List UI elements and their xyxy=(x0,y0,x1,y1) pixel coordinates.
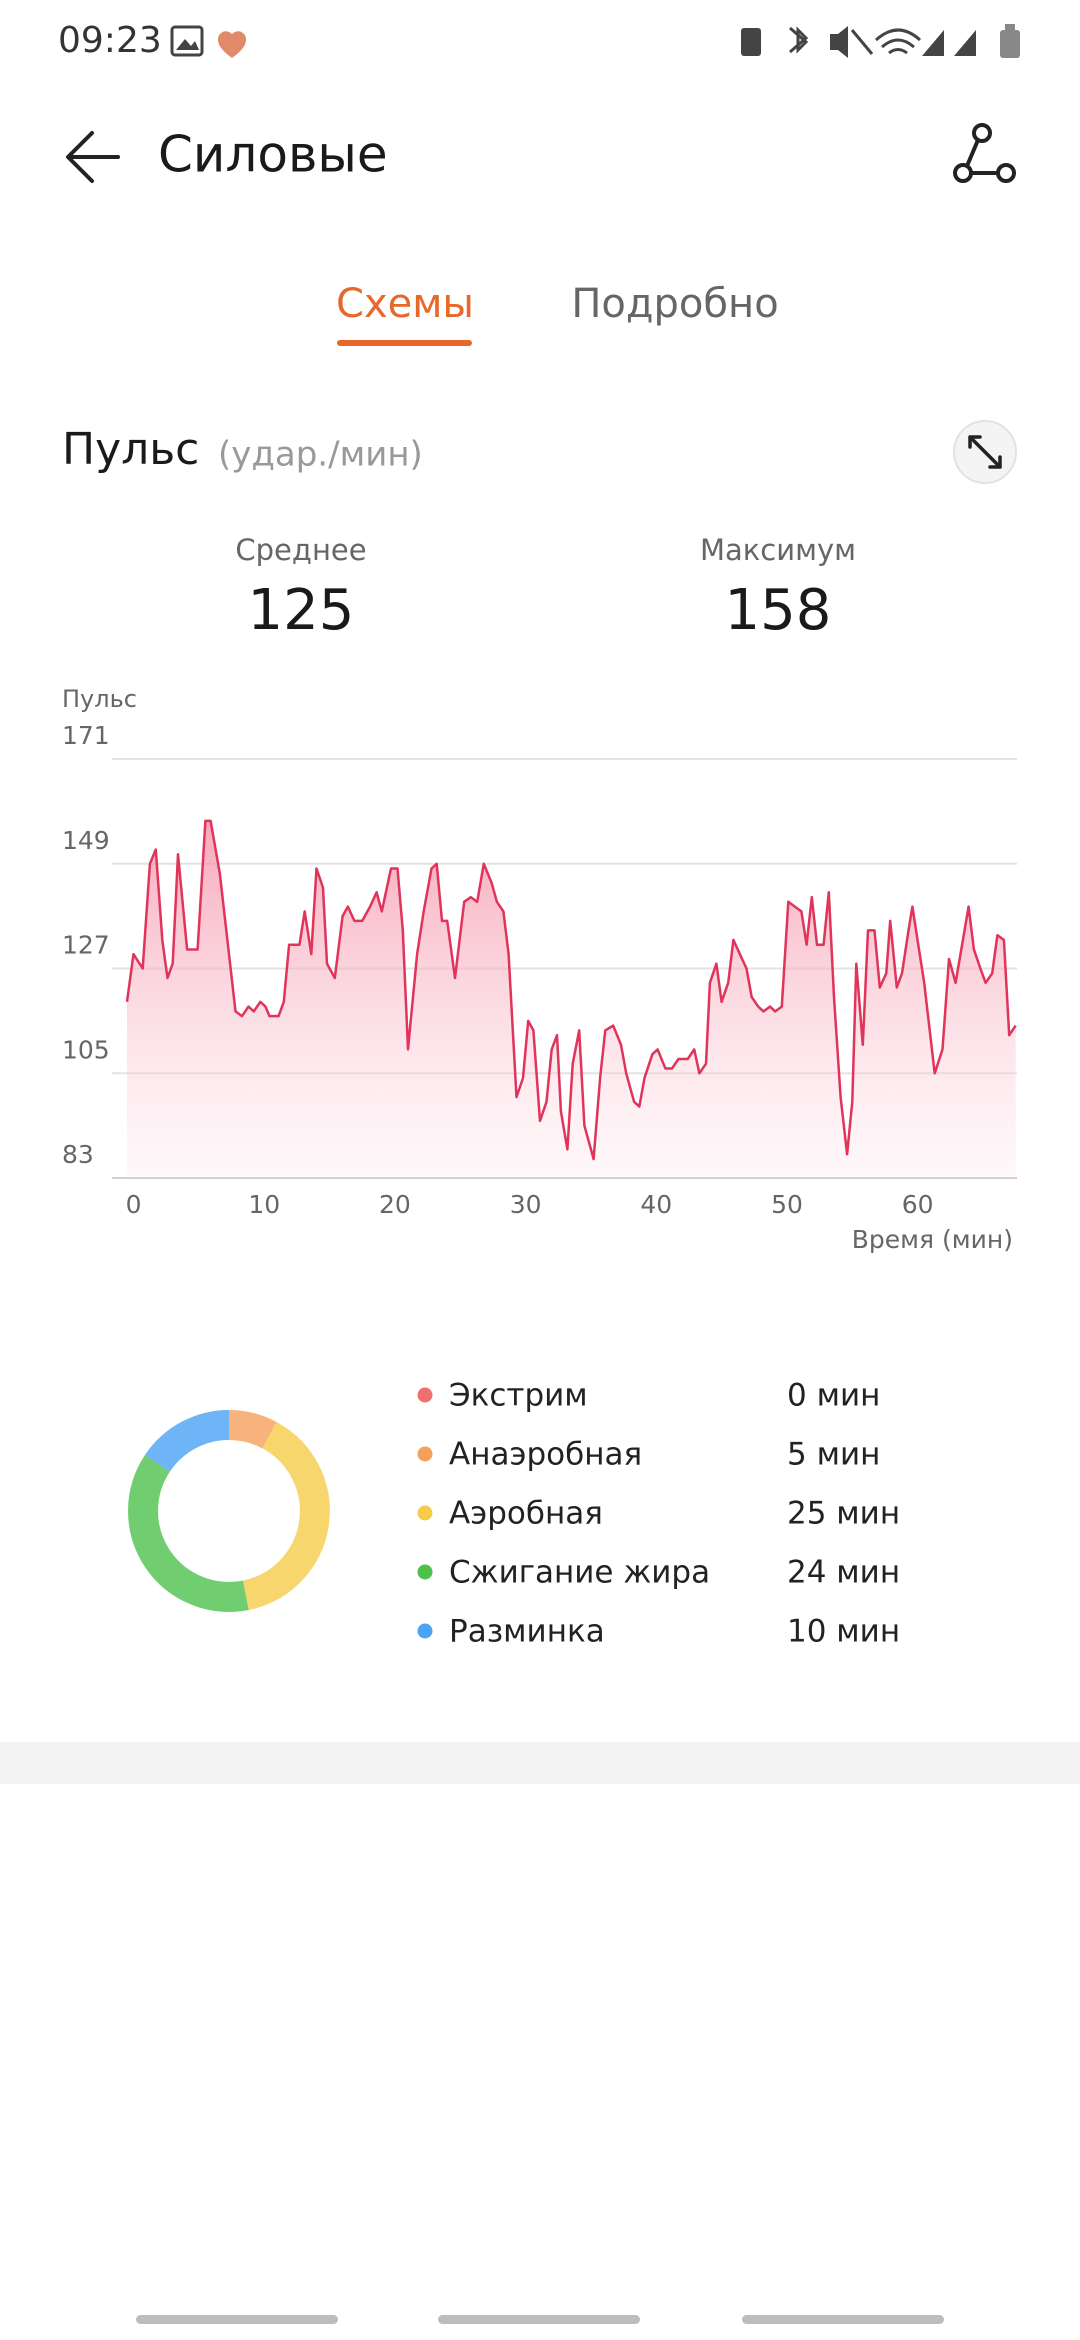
legend: Экстрим 0 мин Анаэробная 5 мин Аэробная 25 ми… xyxy=(417,1378,900,1650)
legend-value: 24 мин xyxy=(787,1555,900,1591)
donut-chart xyxy=(128,1410,330,1612)
status-icons-left xyxy=(170,25,247,58)
stat-label: Максимум xyxy=(700,533,856,567)
donut-segment xyxy=(242,1421,330,1611)
x-tick-label: 60 xyxy=(902,1190,934,1219)
donut-segment xyxy=(228,1410,277,1449)
line xyxy=(125,819,1017,1161)
legend-label: Экстрим xyxy=(449,1378,588,1414)
legend-value: 0 мин xyxy=(787,1378,880,1414)
y-axis-label: Пульс xyxy=(62,685,137,713)
y-tick-label: 127 xyxy=(62,931,110,960)
tab-indicator xyxy=(337,340,472,346)
x-tick-label: 30 xyxy=(510,1190,542,1219)
legend-dot xyxy=(417,1446,433,1462)
separator xyxy=(0,1742,1080,1784)
stat-value: 158 xyxy=(725,578,832,643)
x-axis-label: Время (мин) xyxy=(852,1225,1013,1254)
legend-value: 25 мин xyxy=(787,1496,900,1532)
tab[interactable]: Подробно xyxy=(571,281,778,327)
legend-label: Сжигание жира xyxy=(449,1555,710,1591)
line-chart: 83 105 127 149 171 0 10 20 30 40 50 60 xyxy=(62,721,1017,1219)
stat-value: 125 xyxy=(248,578,355,643)
legend-value: 5 мин xyxy=(787,1437,880,1473)
donut-segment xyxy=(145,1410,230,1473)
legend-dot xyxy=(417,1387,433,1403)
legend-dot xyxy=(417,1564,433,1580)
y-tick-label: 83 xyxy=(62,1140,94,1169)
legend-label: Анаэробная xyxy=(449,1437,642,1473)
x-tick-label: 50 xyxy=(771,1190,803,1219)
section-title: Пульс xyxy=(62,424,199,475)
expand-button[interactable] xyxy=(953,420,1017,484)
y-tick-label: 171 xyxy=(62,721,110,750)
section-unit: (удар./мин) xyxy=(218,435,423,475)
status-icons-right xyxy=(741,24,1020,58)
share-button[interactable] xyxy=(953,123,1016,183)
nav-recent[interactable] xyxy=(136,2315,338,2324)
tab-active[interactable]: Схемы xyxy=(336,281,474,327)
legend-label: Аэробная xyxy=(449,1496,603,1532)
nav-back[interactable] xyxy=(742,2315,944,2324)
x-tick-label: 10 xyxy=(248,1190,280,1219)
legend-label: Разминка xyxy=(449,1614,605,1650)
legend-dot xyxy=(417,1623,433,1639)
x-tick-label: 40 xyxy=(640,1190,672,1219)
x-tick-label: 0 xyxy=(126,1190,142,1219)
x-tick-label: 20 xyxy=(379,1190,411,1219)
page-title: Силовые xyxy=(158,126,388,184)
back-button[interactable] xyxy=(66,131,120,183)
status-time: 09:23 xyxy=(58,20,162,61)
y-tick-label: 149 xyxy=(62,826,110,855)
donut-segment xyxy=(128,1454,249,1612)
nav-home[interactable] xyxy=(438,2315,640,2324)
area xyxy=(127,820,1016,1178)
y-tick-label: 105 xyxy=(62,1035,110,1064)
legend-value: 10 мин xyxy=(787,1614,900,1650)
stat-label: Среднее xyxy=(235,533,366,567)
legend-dot xyxy=(417,1505,433,1521)
